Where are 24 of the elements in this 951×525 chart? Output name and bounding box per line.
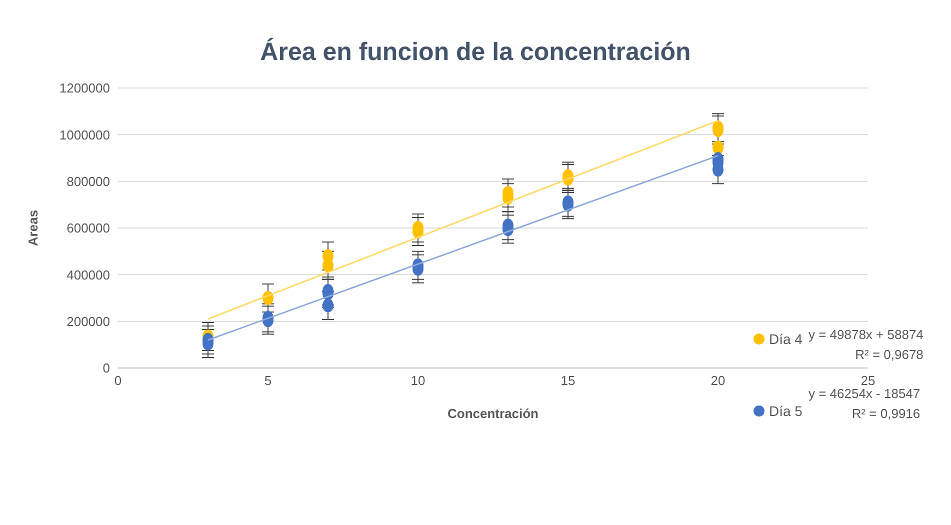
text: R² = 0,9916 <box>850 405 920 423</box>
point <box>712 140 724 154</box>
y-tick-label: 1000000 <box>59 127 110 142</box>
y-tick-label: 400000 <box>66 267 110 282</box>
chart-title: Área en funcion de la concentración <box>259 38 692 67</box>
y-tick-label: 200000 <box>66 314 110 329</box>
annotation: R² = 0,9678 <box>854 346 924 364</box>
legend-label: Día 5 <box>769 403 802 419</box>
y-tick-label: 600000 <box>66 220 110 236</box>
point <box>322 298 334 312</box>
x-tick-label: 25 <box>860 373 876 388</box>
x-tick-label: 10 <box>410 373 426 388</box>
x-axis-title: Concentración <box>447 406 539 421</box>
y-tick-label: 800000 <box>66 174 110 189</box>
x-tick-label: 15 <box>560 373 576 388</box>
legend-label: Día 4 <box>769 331 802 347</box>
y-axis-title: Areas <box>26 210 41 246</box>
x-tick-label: 0 <box>114 373 122 388</box>
text: y = 46254x - 18547 <box>808 386 920 403</box>
y-tick-label: 0 <box>102 360 110 376</box>
x-tick-label: 20 <box>710 373 726 388</box>
x-tick-label: 5 <box>264 373 272 388</box>
annotation: y = 49878x + 58874 <box>808 326 924 344</box>
y-tick-label: 1200000 <box>59 80 110 96</box>
